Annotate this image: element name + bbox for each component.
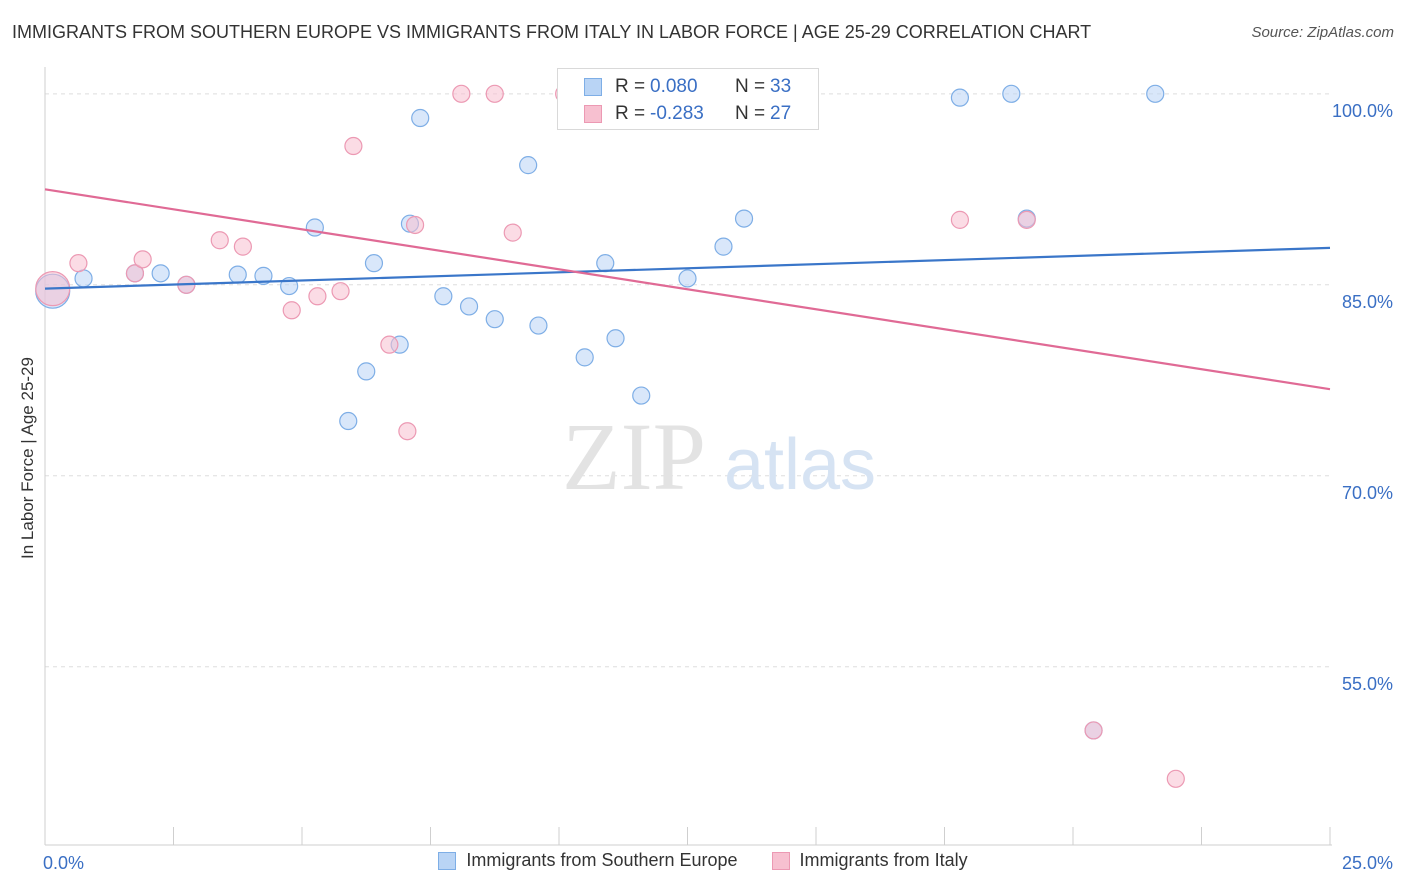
point-southern-europe: [151, 264, 170, 283]
point-italy: [503, 223, 522, 242]
point-southern-europe: [1002, 84, 1021, 103]
legend: Immigrants from Southern Europe Immigran…: [0, 850, 1406, 871]
point-italy: [69, 254, 88, 273]
y-tick-label: 100.0%: [1332, 101, 1393, 121]
point-italy: [1017, 210, 1036, 229]
point-italy: [331, 282, 350, 301]
point-southern-europe: [228, 265, 247, 284]
stats-swatch-blue: [584, 78, 602, 96]
stats-r-value-blue: 0.080: [650, 76, 698, 97]
stats-box: R = 0.080 N = 33 R = -0.283 N = 27: [557, 68, 819, 130]
point-southern-europe: [596, 254, 615, 273]
point-italy: [233, 237, 252, 256]
watermark: ZIP atlas: [562, 403, 876, 510]
point-southern-europe: [74, 269, 93, 288]
point-italy: [210, 231, 229, 250]
point-southern-europe: [632, 386, 651, 405]
point-southern-europe: [254, 266, 273, 285]
point-southern-europe: [575, 348, 594, 367]
trend-line-italy: [44, 188, 1331, 391]
stats-r-value-pink: -0.283: [650, 103, 704, 124]
point-southern-europe: [678, 269, 697, 288]
point-italy: [398, 422, 417, 441]
stats-n-label: N =: [735, 103, 766, 124]
point-southern-europe: [459, 297, 479, 316]
stats-n-label: N =: [735, 76, 766, 97]
point-italy: [125, 264, 145, 283]
source-attribution: Source: ZipAtlas.com: [1251, 24, 1394, 41]
point-italy: [344, 136, 363, 156]
stats-r-label: R =: [615, 103, 646, 124]
axes: [44, 67, 1332, 846]
stats-n-value-blue: 33: [770, 76, 792, 97]
stats-n-value-pink: 27: [770, 103, 792, 124]
legend-swatch-blue: [438, 851, 457, 870]
chart-title: IMMIGRANTS FROM SOUTHERN EUROPE VS IMMIG…: [12, 22, 1092, 42]
point-southern-europe: [734, 209, 754, 228]
point-southern-europe: [339, 411, 358, 431]
watermark-zip: ZIP: [562, 403, 706, 510]
point-southern-europe: [364, 254, 384, 273]
trend-line-southern-europe: [44, 246, 1331, 290]
y-tick-label: 70.0%: [1342, 483, 1393, 503]
trend-lines: [44, 188, 1331, 391]
point-italy: [950, 210, 970, 229]
y-tick-label: 85.0%: [1342, 292, 1393, 312]
point-italy: [282, 301, 301, 320]
point-southern-europe: [411, 108, 430, 128]
point-italy: [380, 335, 399, 354]
gridlines: [45, 93, 1330, 668]
point-southern-europe: [357, 362, 376, 381]
point-southern-europe: [606, 329, 625, 348]
point-southern-europe: [305, 218, 324, 237]
point-southern-europe: [519, 156, 538, 175]
legend-label-southern-europe: Immigrants from Southern Europe: [466, 850, 738, 870]
watermark-atlas: atlas: [724, 425, 876, 505]
point-italy: [452, 84, 471, 103]
point-southern-europe: [434, 287, 453, 306]
y-tick-label: 55.0%: [1342, 674, 1393, 694]
point-italy: [1166, 769, 1185, 788]
legend-label-italy: Immigrants from Italy: [799, 850, 968, 870]
x-tick-label: 25.0%: [1342, 853, 1393, 873]
point-italy: [405, 215, 425, 235]
legend-item-italy: Immigrants from Italy: [771, 850, 968, 871]
point-southern-europe: [529, 316, 548, 335]
point-southern-europe: [950, 88, 970, 107]
point-italy: [133, 250, 152, 269]
y-axis-label: In Labor Force | Age 25-29: [18, 357, 37, 559]
stats-swatch-pink: [584, 105, 602, 123]
point-southern-europe: [485, 310, 504, 329]
point-southern-europe: [714, 237, 733, 256]
point-italy: [308, 287, 327, 306]
point-italy: [1084, 721, 1103, 740]
tick-labels: 100.0% 85.0% 70.0% 55.0% 0.0% 25.0%: [43, 101, 1393, 873]
legend-item-southern-europe: Immigrants from Southern Europe: [438, 850, 738, 871]
legend-swatch-pink: [771, 851, 790, 870]
stats-r-label: R =: [615, 76, 646, 97]
point-italy: [485, 84, 504, 103]
point-southern-europe: [1146, 84, 1165, 103]
x-tick-label: 0.0%: [43, 853, 84, 873]
